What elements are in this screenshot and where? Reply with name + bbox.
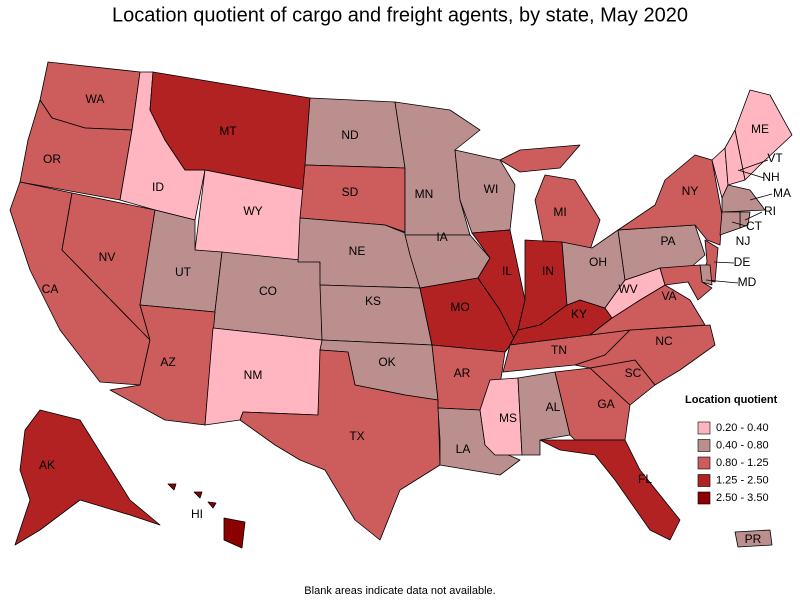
state-label: NV <box>99 250 116 264</box>
state-shape <box>167 483 246 549</box>
state-label: OK <box>378 355 395 369</box>
state-label: NY <box>682 184 699 198</box>
state-shape <box>721 184 766 213</box>
state-label: LA <box>456 442 471 456</box>
legend-swatch <box>697 456 711 470</box>
state-label: MS <box>499 411 517 425</box>
leader-line <box>739 159 769 171</box>
state-label: PR <box>745 532 762 546</box>
state-label: MT <box>219 124 237 138</box>
legend-label: 1.25 - 2.50 <box>716 474 769 486</box>
state-shape <box>499 144 601 251</box>
leader-line <box>731 221 747 227</box>
leader-line <box>705 279 739 284</box>
state-label: MO <box>450 300 469 314</box>
leader-line <box>749 193 773 201</box>
state-label: IA <box>436 230 447 244</box>
state-label: KS <box>365 294 381 308</box>
state-label: UT <box>175 265 192 279</box>
leader-line <box>744 211 763 221</box>
state-shape <box>539 439 681 541</box>
state-label: AL <box>546 400 561 414</box>
state-label: OR <box>43 152 61 166</box>
state-label: WI <box>484 182 499 196</box>
state-label: GA <box>597 397 614 411</box>
state-label: MN <box>415 187 434 201</box>
legend-swatch <box>697 491 711 505</box>
state-shapes <box>9 61 793 549</box>
state-shape <box>471 229 526 353</box>
legend-title: Location quotient <box>685 394 778 406</box>
leader-lines <box>705 159 773 284</box>
state-label: RI <box>764 204 776 218</box>
state-shape <box>617 154 723 246</box>
state-label: VA <box>661 289 676 303</box>
legend-swatch <box>697 421 711 435</box>
state-label: TX <box>349 429 364 443</box>
state-label: AZ <box>160 355 175 369</box>
state-shape <box>204 327 323 426</box>
state-label: MA <box>773 186 791 200</box>
state-label: AK <box>39 458 55 472</box>
state-label: SC <box>625 366 642 380</box>
state-label: WV <box>618 282 637 296</box>
state-shape <box>734 529 773 548</box>
state-label: OH <box>589 255 607 269</box>
state-label: TN <box>551 343 567 357</box>
state-label: PA <box>660 234 675 248</box>
legend-swatch <box>697 474 711 487</box>
state-label: DE <box>734 255 751 269</box>
state-label: NC <box>655 334 673 348</box>
state-shape <box>14 409 161 546</box>
leader-line <box>737 169 765 179</box>
state-label: CT <box>746 219 763 233</box>
map-title: Location quotient of cargo and freight a… <box>112 4 688 26</box>
state-label: AR <box>454 366 471 380</box>
state-shape <box>719 211 741 236</box>
footnote: Blank areas indicate data not available. <box>304 585 495 597</box>
state-label: WY <box>243 204 262 218</box>
state-label: SD <box>342 185 359 199</box>
state-shape <box>574 324 716 386</box>
legend-label: 0.20 - 0.40 <box>716 422 769 434</box>
state-label: NH <box>762 170 779 184</box>
state-shape <box>299 164 406 233</box>
state-label: ID <box>152 180 164 194</box>
state-label: HI <box>191 507 203 521</box>
state-labels: WA OR CA NV ID MT WY UT CO AZ NM ND SD N… <box>39 92 791 546</box>
state-label: MI <box>553 205 566 219</box>
state-label: CO <box>259 284 277 298</box>
state-label: ND <box>341 128 359 142</box>
legend-label: 0.80 - 1.25 <box>716 457 769 469</box>
leader-line <box>713 261 735 264</box>
legend: 0.20 - 0.40 0.40 - 0.80 0.80 - 1.25 1.25 - … <box>697 421 769 505</box>
state-label: IL <box>502 264 512 278</box>
state-label: CA <box>42 282 59 296</box>
state-shape <box>659 264 713 301</box>
legend-swatch <box>697 439 711 452</box>
state-label: FL <box>638 472 652 486</box>
state-label: KY <box>571 307 587 321</box>
state-label: NJ <box>736 234 751 248</box>
state-label: MD <box>738 275 757 289</box>
state-label: VT <box>767 151 783 165</box>
legend-label: 0.40 - 0.80 <box>716 439 769 451</box>
state-label: NE <box>349 244 366 258</box>
state-label: WA <box>86 92 105 106</box>
legend-label: 2.50 - 3.50 <box>716 492 769 504</box>
state-shape <box>239 349 441 541</box>
state-label: IN <box>542 264 554 278</box>
state-shape <box>724 129 746 186</box>
state-label: ME <box>751 122 769 136</box>
state-label: NM <box>244 368 263 382</box>
